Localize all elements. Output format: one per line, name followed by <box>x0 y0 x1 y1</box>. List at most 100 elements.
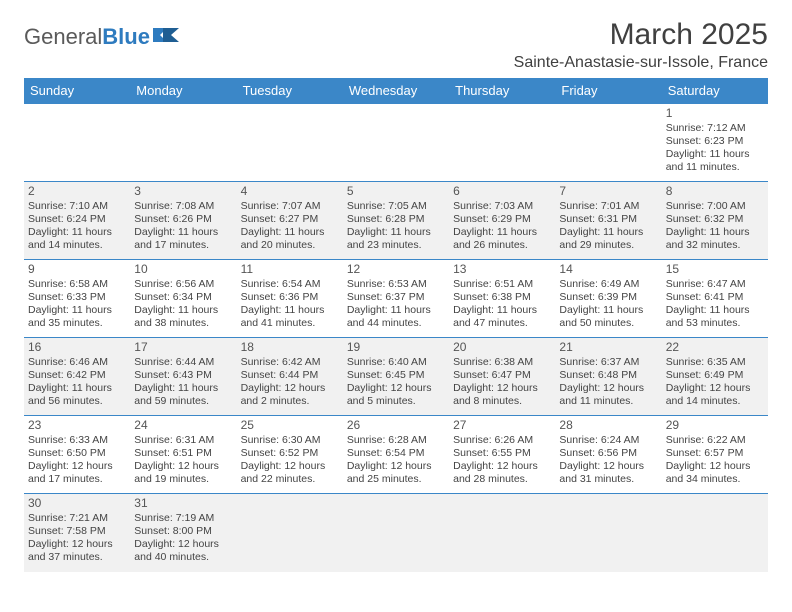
calendar-cell: 16Sunrise: 6:46 AMSunset: 6:42 PMDayligh… <box>24 338 130 416</box>
day-number: 10 <box>134 262 232 277</box>
sunset-text: Sunset: 6:47 PM <box>453 369 551 382</box>
day-number: 5 <box>347 184 445 199</box>
daylight2-text: and 19 minutes. <box>134 473 232 486</box>
calendar-cell: 12Sunrise: 6:53 AMSunset: 6:37 PMDayligh… <box>343 260 449 338</box>
day-number: 15 <box>666 262 764 277</box>
daylight2-text: and 41 minutes. <box>241 317 339 330</box>
calendar-cell <box>130 104 236 182</box>
daylight1-text: Daylight: 12 hours <box>241 382 339 395</box>
daylight2-text: and 53 minutes. <box>666 317 764 330</box>
calendar-cell: 18Sunrise: 6:42 AMSunset: 6:44 PMDayligh… <box>237 338 343 416</box>
sunset-text: Sunset: 6:44 PM <box>241 369 339 382</box>
daylight1-text: Daylight: 11 hours <box>134 304 232 317</box>
day-number: 20 <box>453 340 551 355</box>
sunrise-text: Sunrise: 6:31 AM <box>134 434 232 447</box>
sunset-text: Sunset: 6:51 PM <box>134 447 232 460</box>
daylight1-text: Daylight: 12 hours <box>559 382 657 395</box>
sunrise-text: Sunrise: 6:54 AM <box>241 278 339 291</box>
day-number: 31 <box>134 496 232 511</box>
daylight1-text: Daylight: 12 hours <box>666 382 764 395</box>
daylight1-text: Daylight: 11 hours <box>134 226 232 239</box>
daylight1-text: Daylight: 11 hours <box>666 226 764 239</box>
sunset-text: Sunset: 7:58 PM <box>28 525 126 538</box>
daylight2-text: and 35 minutes. <box>28 317 126 330</box>
calendar-cell: 27Sunrise: 6:26 AMSunset: 6:55 PMDayligh… <box>449 416 555 494</box>
sunset-text: Sunset: 6:29 PM <box>453 213 551 226</box>
sunset-text: Sunset: 8:00 PM <box>134 525 232 538</box>
day-number: 13 <box>453 262 551 277</box>
calendar-cell <box>237 494 343 572</box>
sunset-text: Sunset: 6:26 PM <box>134 213 232 226</box>
calendar-cell: 13Sunrise: 6:51 AMSunset: 6:38 PMDayligh… <box>449 260 555 338</box>
daylight2-text: and 29 minutes. <box>559 239 657 252</box>
day-number: 4 <box>241 184 339 199</box>
calendar-cell: 26Sunrise: 6:28 AMSunset: 6:54 PMDayligh… <box>343 416 449 494</box>
calendar-cell <box>555 104 661 182</box>
day-number: 14 <box>559 262 657 277</box>
day-number: 7 <box>559 184 657 199</box>
calendar-cell: 28Sunrise: 6:24 AMSunset: 6:56 PMDayligh… <box>555 416 661 494</box>
daylight1-text: Daylight: 12 hours <box>134 538 232 551</box>
sunrise-text: Sunrise: 6:26 AM <box>453 434 551 447</box>
sunset-text: Sunset: 6:56 PM <box>559 447 657 460</box>
sunrise-text: Sunrise: 6:24 AM <box>559 434 657 447</box>
sunrise-text: Sunrise: 6:40 AM <box>347 356 445 369</box>
sunrise-text: Sunrise: 7:00 AM <box>666 200 764 213</box>
sunset-text: Sunset: 6:37 PM <box>347 291 445 304</box>
calendar-cell <box>343 494 449 572</box>
sunrise-text: Sunrise: 7:10 AM <box>28 200 126 213</box>
sunrise-text: Sunrise: 6:44 AM <box>134 356 232 369</box>
month-title: March 2025 <box>514 18 768 52</box>
sunset-text: Sunset: 6:38 PM <box>453 291 551 304</box>
calendar-cell: 29Sunrise: 6:22 AMSunset: 6:57 PMDayligh… <box>662 416 768 494</box>
daylight2-text: and 2 minutes. <box>241 395 339 408</box>
calendar-cell: 7Sunrise: 7:01 AMSunset: 6:31 PMDaylight… <box>555 182 661 260</box>
sunrise-text: Sunrise: 6:58 AM <box>28 278 126 291</box>
daylight1-text: Daylight: 12 hours <box>453 460 551 473</box>
sunset-text: Sunset: 6:49 PM <box>666 369 764 382</box>
daylight1-text: Daylight: 11 hours <box>28 304 126 317</box>
daylight1-text: Daylight: 12 hours <box>453 382 551 395</box>
daylight2-text: and 47 minutes. <box>453 317 551 330</box>
sunrise-text: Sunrise: 7:05 AM <box>347 200 445 213</box>
calendar-cell <box>662 494 768 572</box>
sunset-text: Sunset: 6:28 PM <box>347 213 445 226</box>
calendar-week-row: 1Sunrise: 7:12 AMSunset: 6:23 PMDaylight… <box>24 104 768 182</box>
day-number: 9 <box>28 262 126 277</box>
day-number: 23 <box>28 418 126 433</box>
sunrise-text: Sunrise: 6:38 AM <box>453 356 551 369</box>
sunrise-text: Sunrise: 7:08 AM <box>134 200 232 213</box>
daylight1-text: Daylight: 11 hours <box>559 226 657 239</box>
daylight1-text: Daylight: 11 hours <box>241 226 339 239</box>
day-header: Tuesday <box>237 78 343 104</box>
sunrise-text: Sunrise: 6:42 AM <box>241 356 339 369</box>
daylight2-text: and 40 minutes. <box>134 551 232 564</box>
daylight1-text: Daylight: 12 hours <box>347 460 445 473</box>
sunrise-text: Sunrise: 6:35 AM <box>666 356 764 369</box>
logo-text-blue: Blue <box>102 24 150 50</box>
sunrise-text: Sunrise: 6:33 AM <box>28 434 126 447</box>
daylight2-text: and 17 minutes. <box>134 239 232 252</box>
day-header: Monday <box>130 78 236 104</box>
daylight2-text: and 8 minutes. <box>453 395 551 408</box>
sunrise-text: Sunrise: 6:56 AM <box>134 278 232 291</box>
header: GeneralBlue March 2025 Sainte-Anastasie-… <box>24 18 768 72</box>
sunrise-text: Sunrise: 6:47 AM <box>666 278 764 291</box>
calendar-table: Sunday Monday Tuesday Wednesday Thursday… <box>24 78 768 572</box>
daylight2-text: and 37 minutes. <box>28 551 126 564</box>
location: Sainte-Anastasie-sur-Issole, France <box>514 54 768 72</box>
sunset-text: Sunset: 6:54 PM <box>347 447 445 460</box>
day-number: 24 <box>134 418 232 433</box>
daylight1-text: Daylight: 12 hours <box>666 460 764 473</box>
day-header: Thursday <box>449 78 555 104</box>
daylight2-text: and 26 minutes. <box>453 239 551 252</box>
daylight2-text: and 20 minutes. <box>241 239 339 252</box>
daylight1-text: Daylight: 11 hours <box>453 304 551 317</box>
daylight2-text: and 25 minutes. <box>347 473 445 486</box>
day-number: 16 <box>28 340 126 355</box>
calendar-cell: 11Sunrise: 6:54 AMSunset: 6:36 PMDayligh… <box>237 260 343 338</box>
sunset-text: Sunset: 6:42 PM <box>28 369 126 382</box>
day-number: 26 <box>347 418 445 433</box>
calendar-week-row: 23Sunrise: 6:33 AMSunset: 6:50 PMDayligh… <box>24 416 768 494</box>
calendar-cell: 3Sunrise: 7:08 AMSunset: 6:26 PMDaylight… <box>130 182 236 260</box>
